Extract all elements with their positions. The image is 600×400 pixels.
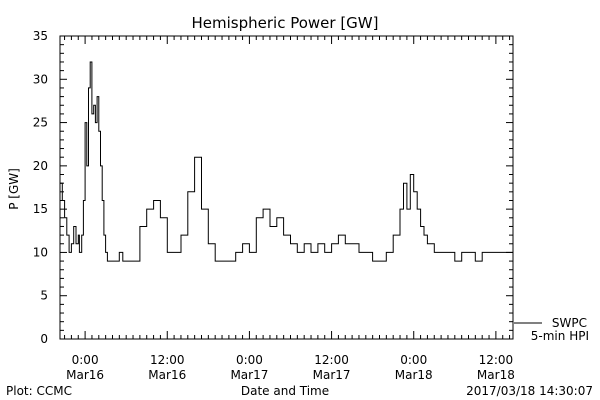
- x-tick-label-date: Mar17: [230, 368, 268, 382]
- x-tick-label-time: 12:00: [479, 353, 514, 367]
- y-tick-label: 15: [33, 202, 48, 216]
- x-axis-label: Date and Time: [241, 384, 329, 398]
- x-axis-ticks: 0:00Mar1612:00Mar160:00Mar1712:00Mar170:…: [64, 36, 515, 382]
- footer-timestamp: 2017/03/18 14:30:07: [466, 384, 593, 398]
- x-tick-label-date: Mar18: [395, 368, 433, 382]
- plot-frame: [59, 35, 514, 340]
- y-tick-label: 5: [40, 289, 48, 303]
- x-tick-label-time: 12:00: [314, 353, 349, 367]
- x-tick-label-date: Mar18: [477, 368, 515, 382]
- y-axis-ticks: 0 5 10 15 20 25 30 35: [33, 29, 513, 346]
- x-tick-label-time: 0:00: [400, 353, 427, 367]
- x-tick-label-time: 0:00: [236, 353, 263, 367]
- legend-label-swpc: SWPC: [552, 316, 587, 330]
- y-tick-label: 20: [33, 159, 48, 173]
- x-tick-label-time: 0:00: [72, 353, 99, 367]
- y-tick-label: 10: [33, 245, 48, 259]
- x-tick-label-date: Mar16: [148, 368, 186, 382]
- y-axis-label: P [GW]: [7, 168, 21, 210]
- y-tick-label: 0: [40, 332, 48, 346]
- x-tick-label-date: Mar17: [313, 368, 351, 382]
- chart-title: Hemispheric Power [GW]: [192, 14, 379, 32]
- x-tick-label-time: 12:00: [150, 353, 185, 367]
- y-tick-label: 30: [33, 72, 48, 86]
- series-line: [60, 61, 513, 262]
- y-tick-label: 35: [33, 29, 48, 43]
- x-tick-label-date: Mar16: [66, 368, 104, 382]
- footer-plot-credit: Plot: CCMC: [6, 384, 72, 398]
- y-tick-label: 25: [33, 116, 48, 130]
- legend-label-hpi: 5-min HPI: [531, 329, 589, 343]
